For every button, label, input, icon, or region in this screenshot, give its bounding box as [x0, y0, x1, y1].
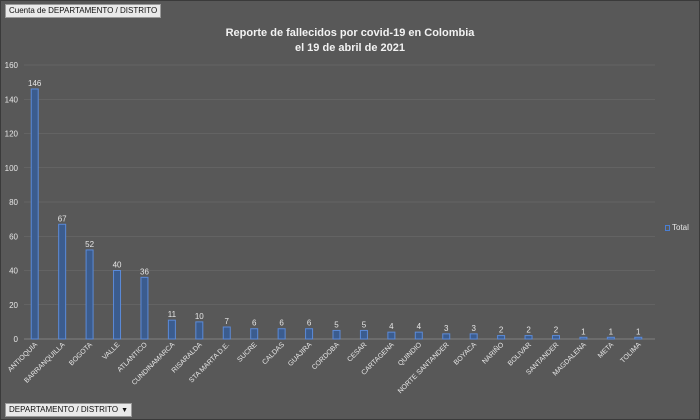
data-label: 1 — [609, 327, 614, 336]
legend: Total — [665, 223, 689, 232]
bar — [551, 335, 560, 340]
y-tick-label: 0 — [14, 335, 19, 344]
data-label: 6 — [307, 319, 312, 328]
bar — [442, 333, 451, 340]
bar — [195, 321, 204, 340]
data-label: 2 — [554, 326, 559, 335]
y-tick-label: 20 — [9, 301, 18, 310]
data-label: 146 — [28, 79, 42, 88]
bar — [606, 336, 615, 340]
data-label: 4 — [417, 322, 422, 331]
data-label: 36 — [140, 267, 149, 276]
data-label: 52 — [85, 240, 94, 249]
bar — [30, 88, 39, 340]
x-tick-label: QUINDIO — [397, 341, 424, 368]
bar — [332, 329, 341, 340]
data-label: 6 — [279, 319, 284, 328]
bar — [497, 335, 506, 340]
axis-field-label: DEPARTAMENTO / DISTRITO — [9, 405, 119, 414]
x-tick-label: NARIÑO — [480, 340, 506, 366]
y-tick-label: 160 — [5, 61, 19, 70]
x-tick-label: CESAR — [346, 341, 368, 363]
data-label: 3 — [471, 324, 476, 333]
chart-subtitle: el 19 de abril de 2021 — [294, 42, 406, 54]
dropdown-arrow-icon[interactable]: ▼ — [121, 407, 128, 414]
value-field-button[interactable]: Cuenta de DEPARTAMENTO / DISTRITO — [5, 4, 162, 18]
bar — [414, 331, 423, 340]
legend-label: Total — [672, 223, 689, 232]
y-tick-label: 140 — [5, 95, 19, 104]
data-label: 11 — [168, 310, 177, 319]
bar — [222, 326, 231, 340]
axis-field-button[interactable]: DEPARTAMENTO / DISTRITO ▼ — [5, 403, 132, 417]
bar — [85, 249, 94, 340]
data-label: 5 — [362, 320, 367, 329]
x-tick-label: SUCRE — [236, 341, 259, 364]
x-tick-label: BOYACA — [453, 341, 478, 366]
x-tick-label: NORTE SANTANDER — [397, 341, 451, 395]
data-label: 67 — [58, 214, 67, 223]
bar — [167, 319, 176, 340]
y-tick-label: 100 — [5, 164, 19, 173]
data-label: 40 — [113, 261, 122, 270]
bar — [359, 329, 368, 340]
data-label: 6 — [252, 319, 257, 328]
data-label: 4 — [389, 322, 394, 331]
data-label: 10 — [195, 312, 204, 321]
bar — [634, 336, 643, 340]
chart-title: Reporte de fallecidos por covid-19 en Co… — [225, 27, 475, 39]
value-field-label: Cuenta de DEPARTAMENTO / DISTRITO — [9, 6, 158, 15]
data-label: 1 — [581, 327, 586, 336]
data-label: 2 — [499, 326, 504, 335]
bar — [140, 276, 149, 340]
bar — [113, 270, 122, 340]
y-tick-label: 40 — [9, 267, 18, 276]
x-tick-label: VALLE — [101, 341, 121, 361]
data-label: 3 — [444, 324, 449, 333]
y-tick-label: 80 — [9, 198, 18, 207]
data-label: 2 — [526, 326, 531, 335]
bar — [524, 335, 533, 340]
x-tick-label: CORDOBA — [311, 341, 341, 371]
data-label: 7 — [225, 317, 230, 326]
bar — [305, 328, 314, 340]
bar — [469, 333, 478, 340]
bar — [250, 328, 259, 340]
y-tick-label: 120 — [5, 130, 19, 139]
x-tick-label: GUAJIRA — [287, 341, 314, 368]
x-tick-label: TOLIMA — [619, 341, 643, 365]
bar — [277, 328, 286, 340]
x-tick-label: CALDAS — [261, 341, 286, 366]
data-label: 5 — [334, 320, 339, 329]
x-tick-label: META — [597, 341, 616, 360]
bar — [387, 331, 396, 340]
bar — [579, 336, 588, 340]
data-label: 1 — [636, 327, 641, 336]
y-tick-label: 60 — [9, 232, 18, 241]
bar — [58, 223, 67, 340]
x-tick-label: BOGOTA — [68, 341, 94, 367]
x-tick-label: BOLIVAR — [507, 341, 533, 367]
legend-swatch — [665, 224, 670, 231]
